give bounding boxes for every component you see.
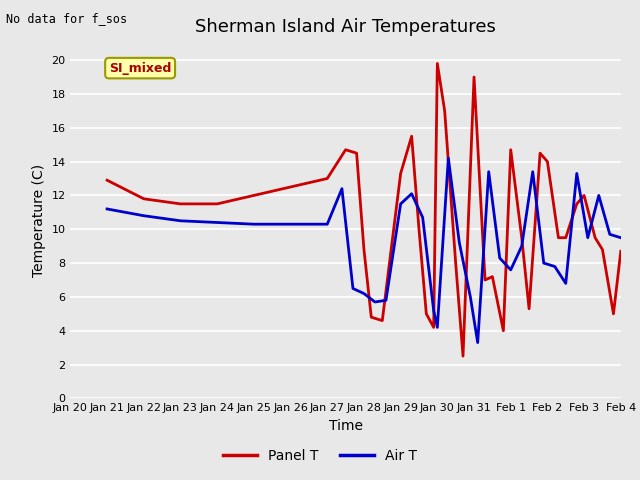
Text: No data for f_sos: No data for f_sos <box>6 12 127 25</box>
Title: Sherman Island Air Temperatures: Sherman Island Air Temperatures <box>195 18 496 36</box>
Y-axis label: Temperature (C): Temperature (C) <box>32 164 46 277</box>
Text: SI_mixed: SI_mixed <box>109 61 172 74</box>
X-axis label: Time: Time <box>328 419 363 433</box>
Legend: Panel T, Air T: Panel T, Air T <box>217 443 423 468</box>
